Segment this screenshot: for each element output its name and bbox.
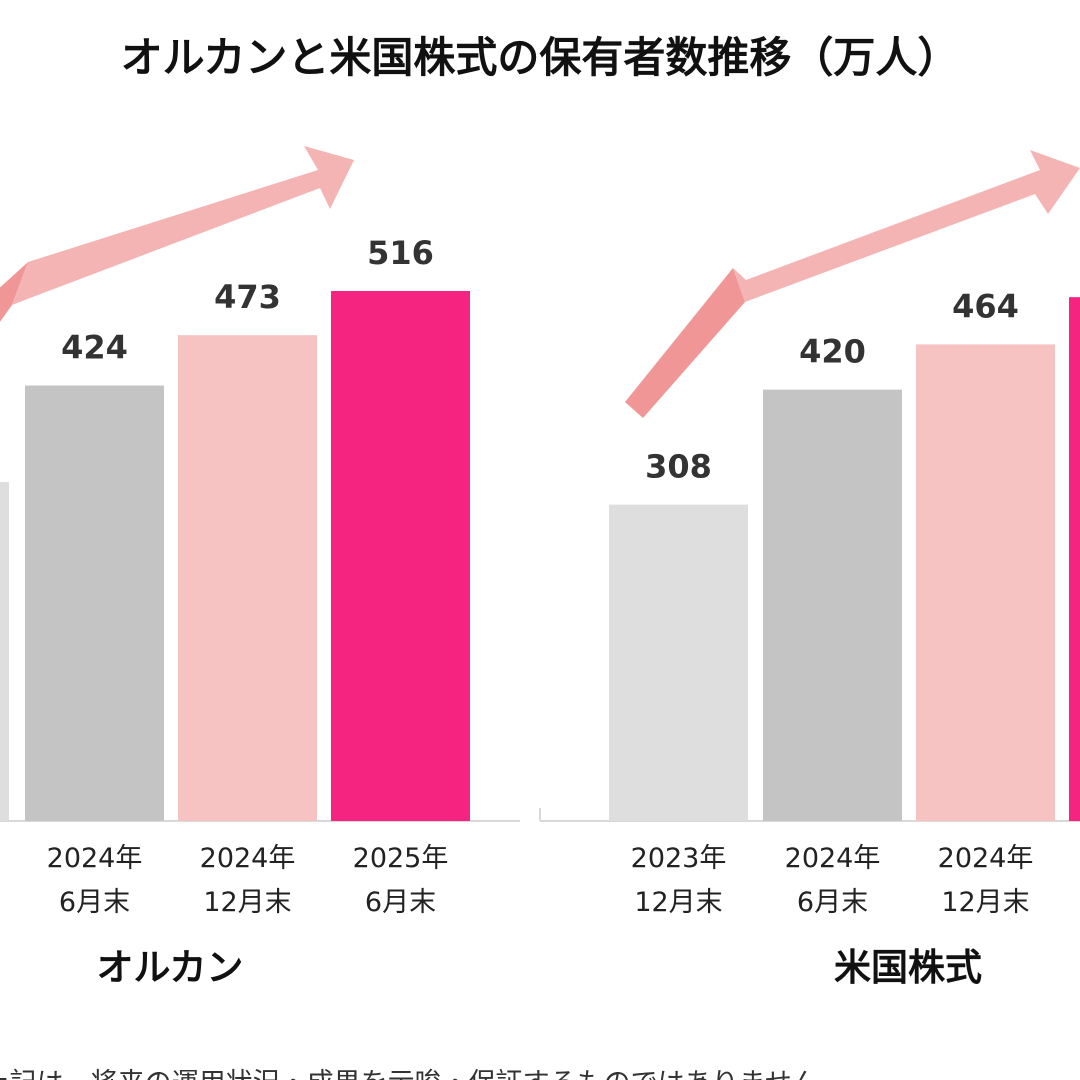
category-label-orcan-1-0: 2024年 (47, 843, 143, 874)
bars-layer: 3304242024年6月末4732024年12月末5162025年6月末308… (0, 234, 1080, 918)
value-label-orcan-3: 516 (367, 234, 434, 272)
bar-us-stock-3 (1069, 297, 1080, 821)
category-label-us-stock-2-1: 12月末 (941, 887, 1029, 918)
category-label-us-stock-1-1: 6月末 (797, 887, 868, 918)
us-stock-trend-arrow (625, 150, 1080, 418)
category-label-us-stock-2-0: 2024年 (938, 843, 1034, 874)
value-label-orcan-2: 473 (214, 278, 281, 316)
category-label-orcan-3-0: 2025年 (353, 843, 449, 874)
category-label-orcan-2-0: 2024年 (200, 843, 296, 874)
category-label-us-stock-1-0: 2024年 (785, 843, 881, 874)
value-label-orcan-1: 424 (61, 328, 128, 366)
value-label-us-stock-1: 420 (799, 333, 866, 371)
chart-title: オルカンと米国株式の保有者数推移（万人） (121, 33, 960, 82)
footnote: ※上記は、将来の運用状況・成果を示唆・保証するものではありません。 (0, 1068, 846, 1080)
value-label-us-stock-2: 464 (952, 287, 1019, 325)
category-label-us-stock-0-1: 12月末 (634, 887, 722, 918)
group-label-orcan: オルカン (97, 946, 244, 989)
bar-us-stock-0 (609, 504, 748, 821)
bar-us-stock-2 (916, 344, 1055, 821)
orcan-trend-arrow (0, 146, 354, 322)
value-label-us-stock-0: 308 (645, 448, 712, 486)
category-label-orcan-3-1: 6月末 (365, 887, 436, 918)
bar-orcan-2 (178, 335, 317, 821)
bar-orcan-1 (25, 385, 164, 821)
bar-us-stock-1 (763, 389, 902, 821)
category-label-orcan-1-1: 6月末 (59, 887, 130, 918)
bar-orcan-3 (331, 291, 470, 821)
category-label-orcan-2-1: 12月末 (203, 887, 291, 918)
group-label-us-stock: 米国株式 (834, 946, 982, 989)
category-label-us-stock-0-0: 2023年 (631, 843, 727, 874)
bar-orcan-0 (0, 482, 9, 821)
